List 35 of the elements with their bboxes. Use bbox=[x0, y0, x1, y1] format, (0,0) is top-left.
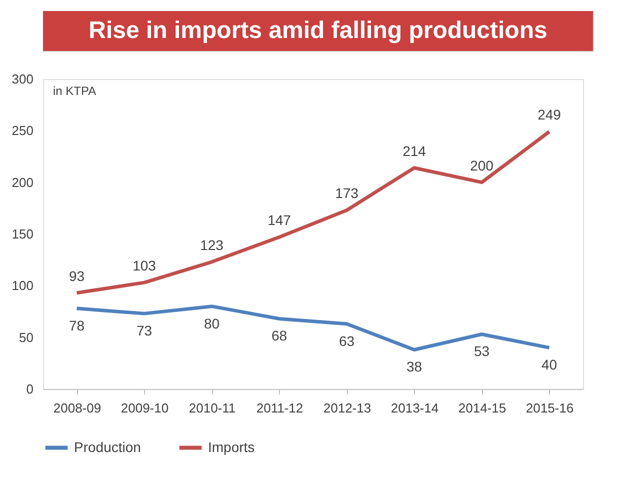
data-label: 123 bbox=[200, 236, 224, 253]
y-tick-label: 100 bbox=[12, 278, 34, 294]
y-tick-label: 250 bbox=[12, 123, 34, 138]
data-label: 40 bbox=[541, 356, 558, 373]
x-tick-label: 2012-13 bbox=[323, 400, 372, 416]
data-label: 103 bbox=[132, 258, 156, 274]
data-label: 53 bbox=[474, 343, 490, 360]
y-tick-label: 150 bbox=[12, 226, 34, 242]
data-label: 214 bbox=[402, 142, 426, 159]
x-tick-label: 2013-14 bbox=[390, 400, 439, 416]
x-tick-label: 2008-09 bbox=[53, 400, 102, 416]
chart-title: Rise in imports amid falling productions bbox=[88, 17, 548, 44]
data-label: 73 bbox=[136, 322, 152, 339]
data-label: 173 bbox=[335, 185, 359, 202]
legend-label: Imports bbox=[208, 438, 255, 455]
data-label: 200 bbox=[470, 157, 494, 174]
y-tick-label: 300 bbox=[12, 72, 34, 86]
x-tick-label: 2011-12 bbox=[256, 400, 304, 416]
x-tick-label: 2014-15 bbox=[458, 400, 506, 416]
annotation: in KTPA bbox=[53, 84, 96, 98]
legend-label: Production bbox=[74, 438, 141, 455]
data-label: 38 bbox=[406, 358, 422, 375]
y-tick-label: 0 bbox=[26, 382, 34, 396]
data-label: 93 bbox=[68, 268, 85, 284]
y-tick-label: 50 bbox=[19, 330, 34, 345]
x-tick-label: 2015-16 bbox=[526, 400, 574, 416]
y-tick-label: 200 bbox=[12, 174, 34, 190]
x-tick-label: 2010-11 bbox=[188, 400, 236, 416]
x-tick-label: 2009-10 bbox=[120, 400, 169, 416]
data-label: 147 bbox=[268, 212, 292, 228]
data-label: 78 bbox=[68, 317, 85, 334]
data-label: 249 bbox=[538, 106, 562, 123]
data-label: 80 bbox=[204, 315, 220, 332]
data-label: 68 bbox=[271, 328, 288, 344]
data-label: 63 bbox=[338, 332, 355, 349]
